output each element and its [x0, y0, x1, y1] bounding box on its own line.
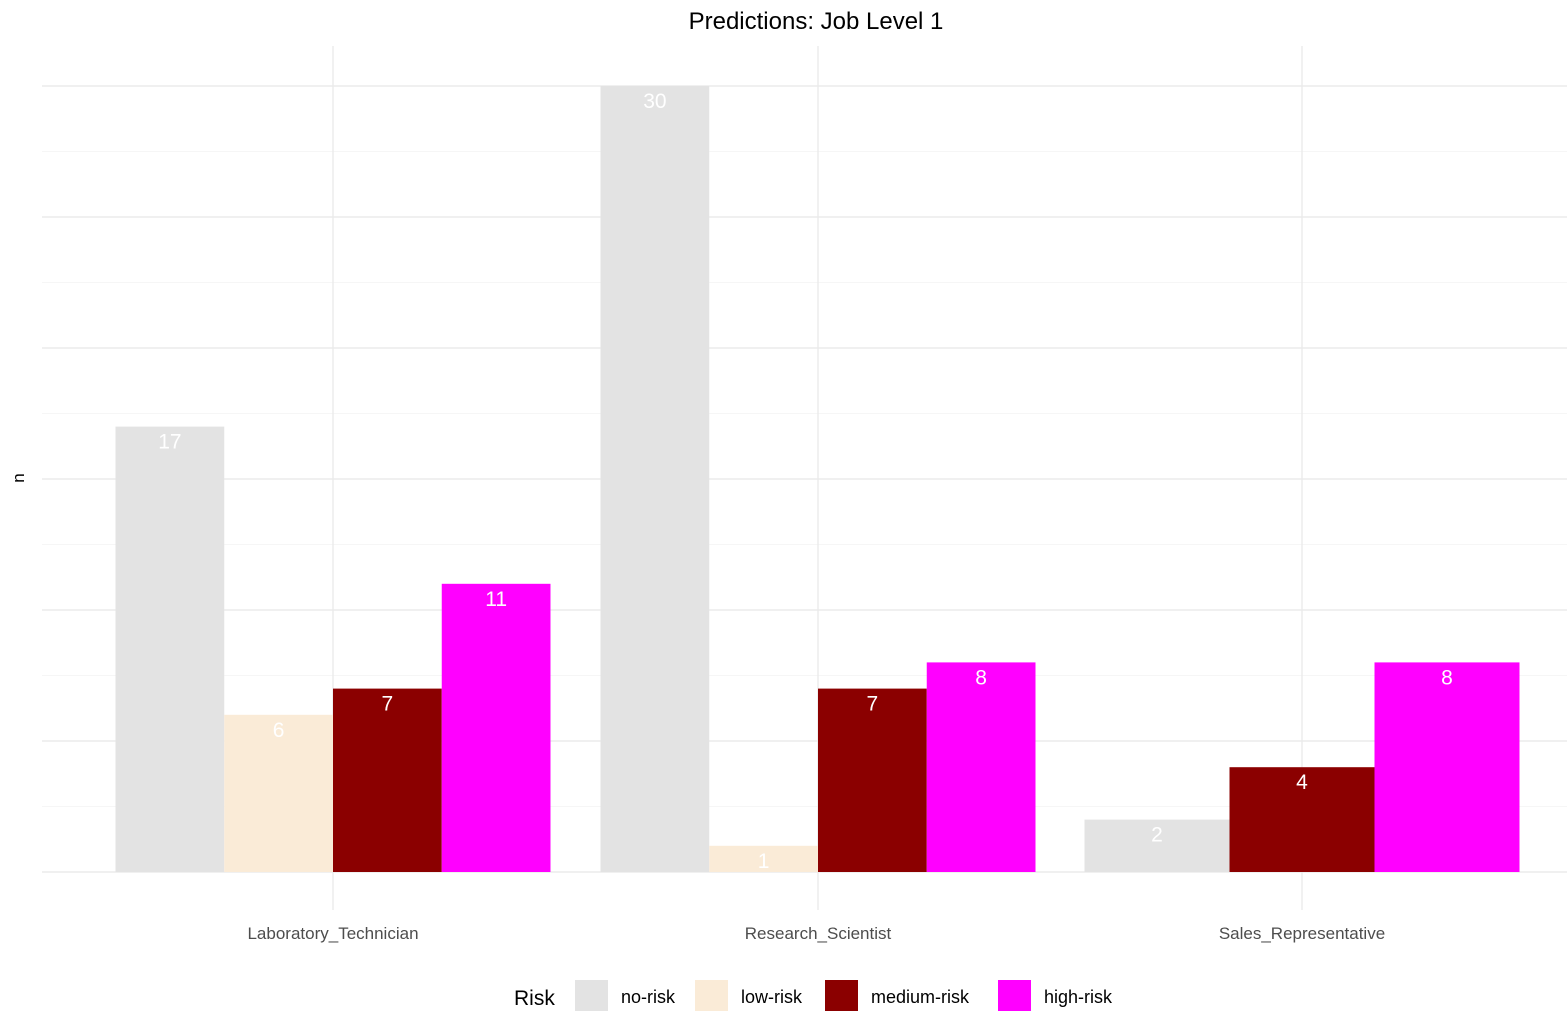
- legend-key-no-risk: [575, 980, 608, 1011]
- legend-label: high-risk: [1044, 987, 1113, 1007]
- data-label: 7: [382, 693, 394, 716]
- data-label: 8: [975, 666, 987, 689]
- data-label: 2: [1151, 824, 1163, 847]
- bar-low-risk: [709, 845, 818, 872]
- legend-label: medium-risk: [871, 987, 970, 1007]
- data-label: 6: [273, 719, 285, 742]
- data-label: 7: [867, 693, 879, 716]
- legend-key-high-risk: [998, 980, 1031, 1011]
- bar-high-risk: [1374, 662, 1520, 872]
- x-tick-label: Sales_Representative: [1219, 924, 1385, 943]
- bar-no-risk: [1084, 819, 1230, 872]
- y-axis-label: n: [9, 473, 28, 482]
- legend-title: Risk: [514, 987, 555, 1010]
- chart-title: Predictions: Job Level 1: [689, 8, 944, 35]
- x-tick-labels: Laboratory_Technician Research_Scientist S…: [247, 924, 1385, 943]
- legend-label: low-risk: [741, 987, 803, 1007]
- legend-label: no-risk: [621, 987, 676, 1007]
- bar-no-risk: [115, 426, 225, 872]
- bar-high-risk: [441, 583, 551, 872]
- bar-low-risk: [224, 714, 333, 872]
- bar-no-risk: [600, 86, 710, 872]
- data-label: 30: [643, 90, 666, 113]
- bar-medium-risk: [818, 688, 927, 872]
- x-tick-label: Laboratory_Technician: [247, 924, 418, 943]
- data-label: 4: [1296, 771, 1308, 794]
- legend-key-medium-risk: [825, 980, 858, 1011]
- bars: [115, 86, 1520, 872]
- legend: Risk no-risk low-risk medium-risk high-risk: [514, 980, 1113, 1011]
- bar-medium-risk: [1229, 767, 1375, 872]
- bar-medium-risk: [333, 688, 442, 872]
- legend-key-low-risk: [695, 980, 728, 1011]
- x-tick-label: Research_Scientist: [745, 924, 892, 943]
- data-label: 8: [1441, 666, 1453, 689]
- data-label: 17: [158, 431, 181, 454]
- bar-high-risk: [926, 662, 1036, 872]
- data-label: 11: [485, 588, 507, 611]
- data-label: 1: [758, 850, 770, 873]
